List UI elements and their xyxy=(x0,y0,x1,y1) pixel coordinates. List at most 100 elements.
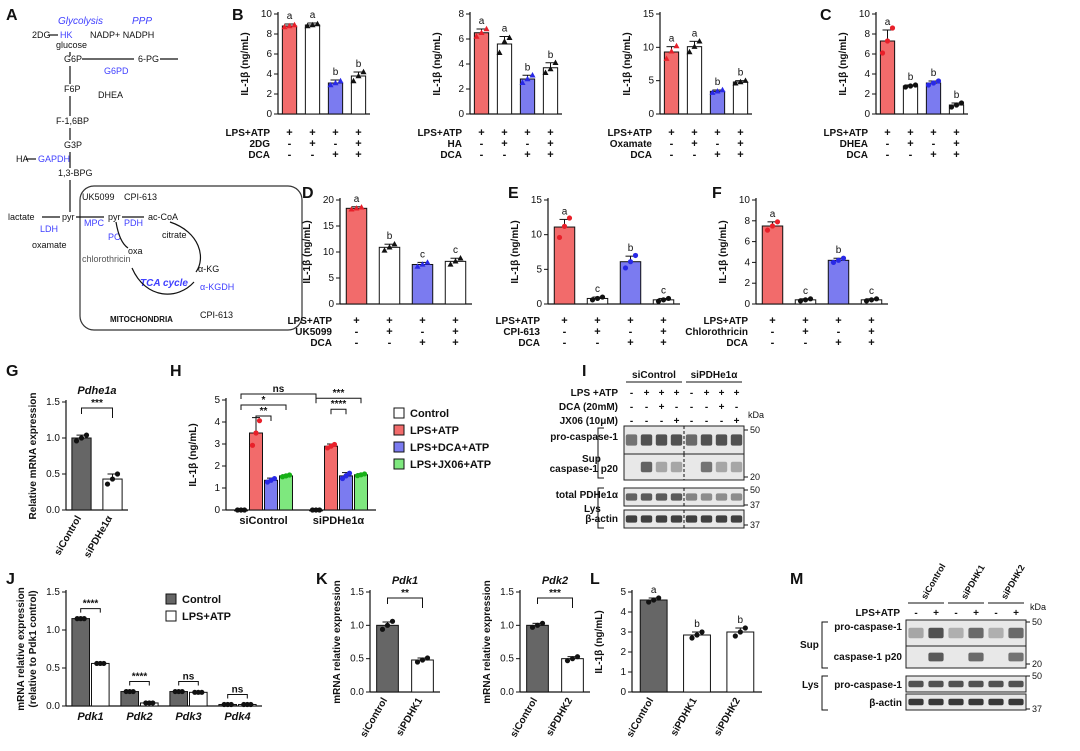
significance-bracket xyxy=(387,597,423,608)
y-tick-label: 1.5 xyxy=(500,587,514,598)
data-point xyxy=(304,22,311,29)
y-tick-label: 0 xyxy=(744,299,750,310)
y-tick-label: 10 xyxy=(739,195,751,206)
condition-sign: - xyxy=(355,326,359,338)
condition-sign: - xyxy=(886,149,890,161)
blot-band xyxy=(640,461,653,473)
legend-label: LPS+DCA+ATP xyxy=(410,442,489,454)
lactate-node: lactate xyxy=(8,212,35,222)
data-point xyxy=(248,701,254,708)
y-tick-label: 8 xyxy=(744,216,750,227)
condition-sign: + xyxy=(907,127,913,139)
bar xyxy=(444,260,467,305)
condition-sign: - xyxy=(837,326,841,338)
condition-sign: + xyxy=(332,149,338,161)
band-label: β-actin xyxy=(585,514,618,525)
legend-swatch xyxy=(393,441,405,453)
group-label: siPDHK2 xyxy=(999,563,1027,601)
data-point xyxy=(130,688,136,695)
condition-sign: + xyxy=(594,326,600,338)
condition-sign: + xyxy=(835,315,841,327)
bar xyxy=(91,662,110,707)
band-label: total PDHe1α xyxy=(556,490,619,501)
y-tick-label: 0 xyxy=(620,687,626,698)
y-tick-label: 0 xyxy=(864,109,870,120)
blot-band xyxy=(908,627,924,639)
condition-sign: + xyxy=(659,402,665,413)
condition-sign: - xyxy=(645,402,648,413)
bar xyxy=(71,618,91,707)
condition-sign: - xyxy=(355,337,359,349)
y-tick-label: 8 xyxy=(864,29,870,40)
condition-sign: + xyxy=(769,315,775,327)
data-point xyxy=(519,79,526,85)
data-point xyxy=(863,298,870,304)
data-point xyxy=(81,616,87,622)
condition-sign: + xyxy=(734,388,740,399)
data-point xyxy=(529,624,536,630)
condition-row-label: DCA (20mM) xyxy=(559,402,618,413)
y-tick-label: 1 xyxy=(214,483,220,494)
panel-letter-l: L xyxy=(590,571,600,588)
kda-label: kDa xyxy=(748,410,764,420)
condition-sign: + xyxy=(355,138,361,150)
condition-sign: - xyxy=(563,337,567,349)
blot-band xyxy=(685,493,698,501)
citrate-node: citrate xyxy=(162,230,187,240)
data-point xyxy=(879,50,886,56)
data-point xyxy=(714,88,721,94)
data-point xyxy=(360,68,367,75)
nadp-label: NADP+ NADPH xyxy=(90,30,154,40)
uk5099-label: UK5099 xyxy=(82,192,115,202)
condition-sign: + xyxy=(547,138,553,150)
ha-label: HA xyxy=(16,154,29,164)
significance-letter: b xyxy=(836,245,842,256)
bar xyxy=(902,85,919,115)
blot-band xyxy=(715,493,728,501)
condition-sign: + xyxy=(660,315,666,327)
y-axis-label: IL-1β (ng/mL) xyxy=(510,220,521,283)
significance-letter: b xyxy=(694,619,700,630)
bar xyxy=(411,263,434,305)
panel-letter-i: I xyxy=(582,363,586,380)
data-point xyxy=(391,241,398,247)
blot-band xyxy=(715,461,728,473)
legend-label: LPS+ATP xyxy=(182,611,231,623)
legend-swatch xyxy=(393,424,405,436)
condition-row-label: HA xyxy=(448,139,462,150)
marker-label: 50 xyxy=(750,425,760,435)
condition-row-label: DCA xyxy=(630,150,652,161)
data-point xyxy=(840,255,847,261)
y-tick-label: 8 xyxy=(266,29,272,40)
condition-sign: + xyxy=(668,127,674,139)
significance-letter: a xyxy=(502,24,508,35)
data-point xyxy=(742,625,748,631)
condition-sign: + xyxy=(930,149,936,161)
significance-letter: c xyxy=(869,286,874,297)
y-tick-label: 2 xyxy=(620,647,626,658)
data-point xyxy=(696,38,703,44)
data-point xyxy=(452,258,459,264)
data-point xyxy=(355,72,362,79)
y-tick-label: 10 xyxy=(643,42,655,53)
condition-sign: + xyxy=(627,337,633,349)
y-tick-label: 15 xyxy=(323,221,335,232)
mitochondria-box xyxy=(79,185,303,331)
significance-mark: ns xyxy=(232,684,244,695)
bar xyxy=(327,82,344,115)
blot-band xyxy=(948,698,964,706)
y-tick-label: 10 xyxy=(859,9,871,20)
condition-sign: + xyxy=(478,127,484,139)
data-point xyxy=(358,204,365,210)
condition-sign: - xyxy=(675,402,678,413)
condition-sign: + xyxy=(355,127,361,139)
y-tick-label: 2 xyxy=(458,84,464,95)
blot-band xyxy=(655,493,668,501)
y-tick-label: 1.0 xyxy=(350,620,364,631)
y-tick-label: 0 xyxy=(266,109,272,120)
chart-k1: 0.0 0.5 1.0 1.5 mRNA relative expression siCo… xyxy=(332,575,440,740)
condition-sign: + xyxy=(419,337,425,349)
condition-row-label: LPS+ATP xyxy=(495,316,540,327)
